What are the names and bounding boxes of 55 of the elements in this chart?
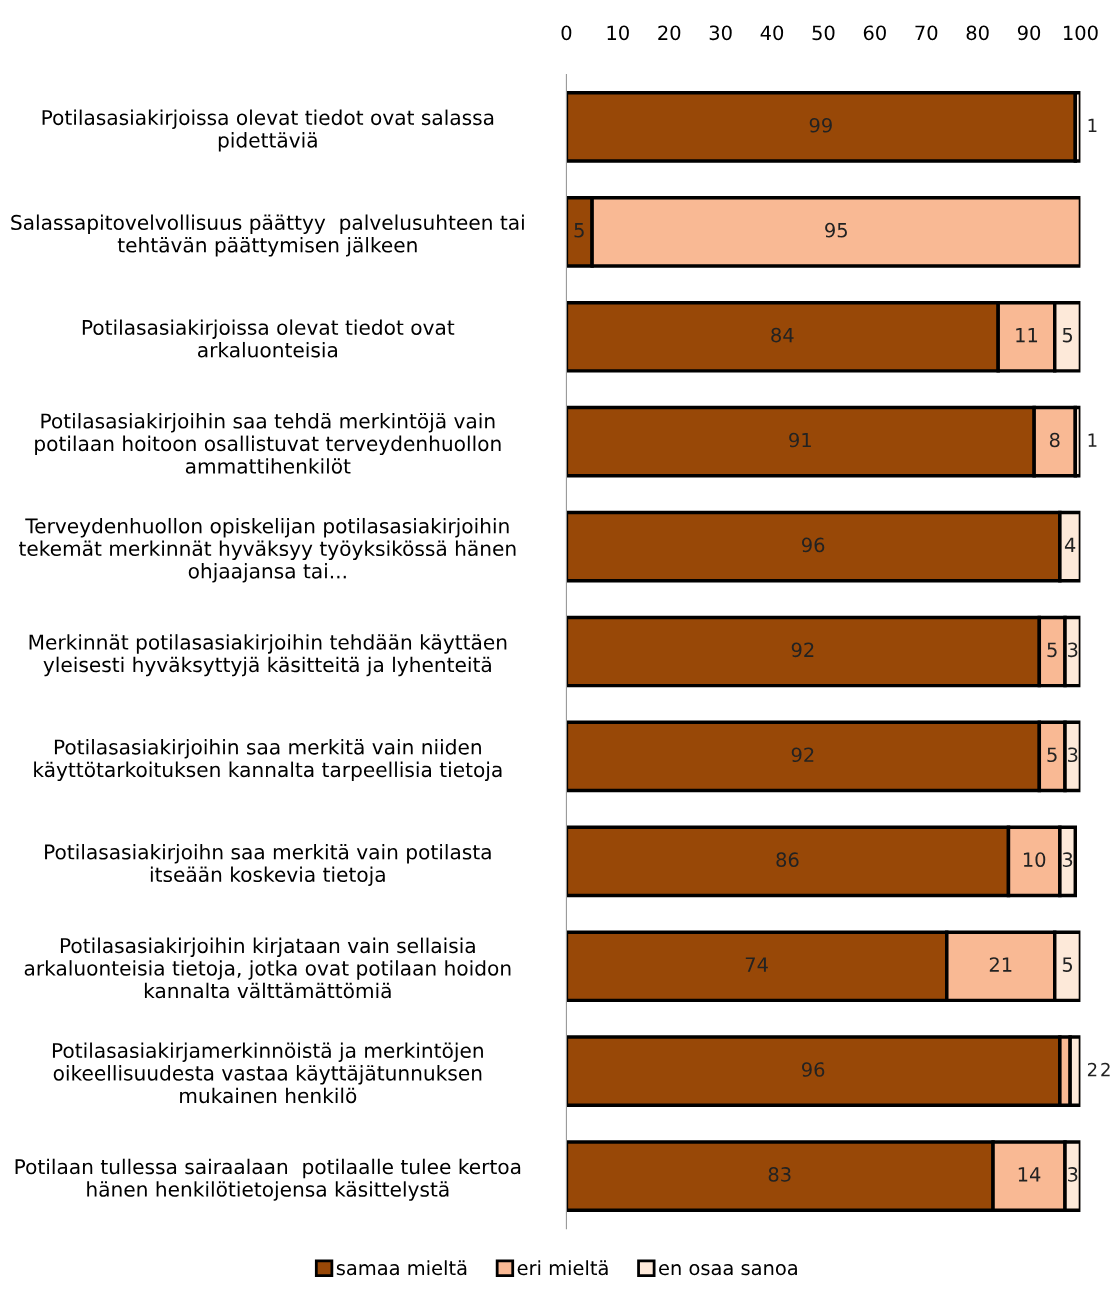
x-tick-label: 90: [1017, 25, 1041, 41]
y-tick-label: Potilasasiakirjoissa olevat tiedot ovat salassa pidettäviä: [42, 109, 494, 152]
legend-label: samaa mieltä: [336, 1260, 467, 1276]
x-tick-label: 70: [915, 25, 938, 41]
data-label: 21: [989, 957, 1012, 972]
y-tick-label: Salassapitovelvollisuus päättyy palvelusuhteen tai tehtävän päättymisen jälkeen: [11, 214, 524, 257]
x-tick-label: 50: [812, 25, 835, 41]
y-tick-label: Terveydenhuollon opiskelijan potilasasiakirjoihin tekemät merkinnät hyväksyy työyksikössä hänen ohjaajansa tai...: [18, 517, 516, 583]
x-tick-label: 40: [760, 25, 784, 41]
y-tick-label: Potilasasiakirjamerkinnöistä ja merkintöjen oikeellisuudesta vastaa käyttäjätunnuksen mukainen henkilö: [52, 1042, 483, 1104]
x-tick-label: 80: [966, 25, 989, 41]
y-tick-label: Potilasasiakirjoihin kirjataan vain sellaisia arkaluonteisia tietoja, jotka ovat potilaan hoidon kannalta välttämättömiä: [24, 937, 511, 999]
data-label: 84: [771, 327, 794, 343]
data-label: 8: [1049, 432, 1060, 448]
x-tick-label: 60: [863, 25, 886, 41]
data-label: 1: [1088, 433, 1097, 447]
data-label: 86: [776, 852, 799, 868]
y-tick-label: Potilasasiakirjoihin saa merkitä vain niiden käyttötarkoituksen kannalta tarpeellisia tietoja: [34, 739, 502, 782]
data-label: 92: [791, 642, 814, 658]
data-label: 5: [1062, 957, 1073, 972]
data-label: 74: [745, 957, 768, 972]
data-label: 91: [789, 432, 811, 448]
data-label: 92: [791, 747, 814, 763]
data-label: 5: [1062, 327, 1073, 343]
x-tick-label: 30: [709, 25, 732, 41]
data-label: 96: [802, 1062, 825, 1077]
data-label: 3: [1068, 1167, 1078, 1182]
x-tick-label: 0: [561, 25, 572, 41]
data-label: 96: [802, 537, 825, 553]
y-tick-label: Merkinnät potilasasiakirjoihin tehdään käyttäen yleisesti hyväksyttyjä käsitteitä ja lyhenteitä: [29, 634, 507, 677]
data-label: 14: [1018, 1167, 1041, 1182]
data-label: 95: [825, 222, 847, 238]
legend-label: eri mieltä: [517, 1260, 608, 1276]
data-label: 1: [1088, 118, 1097, 132]
x-tick-label: 100: [1064, 25, 1098, 41]
data-label: 3: [1068, 747, 1078, 763]
y-tick-label: Potilaan tullessa sairaalaan potilaalle tulee kertoa hänen henkilötietojensa käsittelystä: [15, 1158, 521, 1201]
y-tick-label: Potilasasiakirjoihin saa tehdä merkintöjä vain potilaan hoitoon osallistuvat terveydenhuollon ammattihenkilöt: [35, 413, 501, 474]
data-label: 83: [768, 1167, 791, 1182]
x-tick-label: 10: [607, 25, 629, 41]
y-tick-label: Potilasasiakirjoihn saa merkitä vain potilasta itseään koskevia tietoja: [45, 843, 491, 887]
data-label: 2: [1087, 1062, 1097, 1077]
data-label: 5: [1047, 747, 1057, 763]
y-tick-label: Potilasasiakirjoissa olevat tiedot ovat arkaluonteisia: [82, 319, 455, 358]
data-label: 2: [1101, 1062, 1110, 1077]
x-tick-label: 20: [658, 25, 681, 41]
data-label: 3: [1068, 642, 1078, 658]
data-label: 3: [1062, 852, 1073, 868]
data-label: 99: [809, 117, 832, 133]
data-label: 4: [1064, 537, 1076, 552]
legend-label: en osaa sanoa: [659, 1264, 797, 1276]
data-label: 5: [1047, 642, 1057, 658]
data-label: 11: [1016, 327, 1038, 343]
data-label: 10: [1023, 852, 1046, 868]
data-label: 5: [574, 223, 584, 238]
